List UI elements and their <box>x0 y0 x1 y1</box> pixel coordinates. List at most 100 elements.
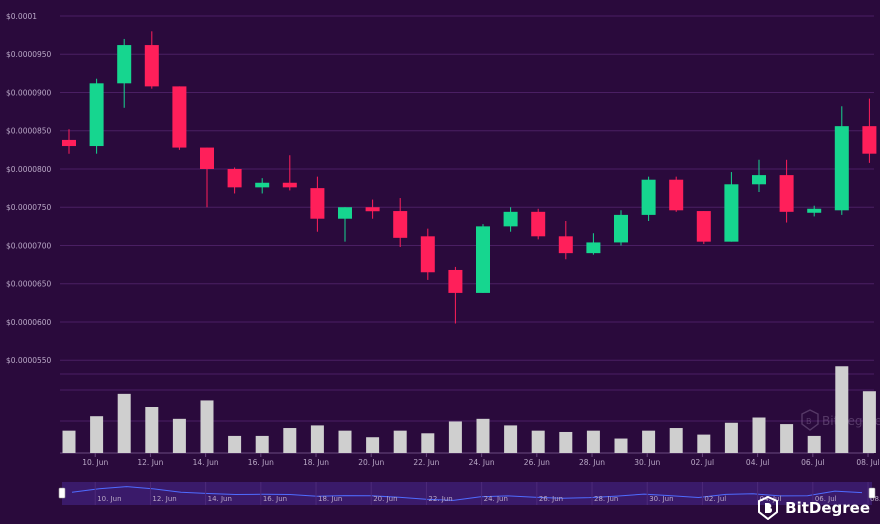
bitdegree-logo-icon <box>758 496 779 520</box>
candle[interactable] <box>558 221 573 260</box>
volume-bar <box>200 400 214 453</box>
navigator-left-handle[interactable] <box>58 487 66 499</box>
candle[interactable] <box>724 172 739 242</box>
volume-bar <box>807 435 821 453</box>
x-tick-label: 26. Jun <box>524 458 550 467</box>
volume-bar <box>117 393 131 453</box>
navigator-tick-label: 24. Jun <box>484 495 508 503</box>
y-tick-label: $0.0001 <box>6 12 37 21</box>
volume-bar <box>586 430 600 453</box>
candle-body <box>724 184 739 242</box>
x-tick-label: 20. Jun <box>358 458 384 467</box>
y-tick-label: $0.0000750 <box>6 203 52 212</box>
candle[interactable] <box>365 199 380 219</box>
candle-body <box>752 175 766 185</box>
candle[interactable] <box>807 205 822 217</box>
brand-text: BitDegree <box>785 499 870 517</box>
candle[interactable] <box>503 207 518 232</box>
candle-body <box>531 211 546 237</box>
candle-body <box>420 236 435 273</box>
watermark-logo-icon: B <box>801 409 819 431</box>
candle[interactable] <box>834 106 849 215</box>
candle[interactable] <box>310 176 325 232</box>
candle[interactable] <box>255 178 270 194</box>
candle-body <box>696 211 711 242</box>
y-axis-labels: $0.0001 $0.0000950 $0.0000900 $0.0000850 $0.… <box>6 12 52 365</box>
candle-body <box>62 139 76 147</box>
volume-bar <box>283 428 297 453</box>
candle[interactable] <box>227 167 242 194</box>
navigator-tick-label: 26. Jun <box>539 495 563 503</box>
navigator-range[interactable] <box>62 482 872 505</box>
candle[interactable] <box>586 233 601 255</box>
brand-logo: BitDegree <box>757 496 870 520</box>
candle-body <box>89 83 104 147</box>
candle[interactable] <box>696 211 711 244</box>
volume-bar <box>835 366 849 453</box>
candle-body <box>834 126 849 211</box>
candle[interactable] <box>200 147 214 208</box>
candle[interactable] <box>641 176 656 222</box>
candle[interactable] <box>862 98 877 163</box>
candle[interactable] <box>117 38 132 108</box>
volume-bar <box>752 417 766 453</box>
candle[interactable] <box>420 228 435 280</box>
candle[interactable] <box>282 155 297 191</box>
navigator-tick-label: 10. Jun <box>97 495 121 503</box>
candle[interactable] <box>62 129 76 154</box>
navigator-tick-label: 30. Jun <box>649 495 673 503</box>
volume-bar <box>476 418 490 453</box>
candle[interactable] <box>393 198 408 248</box>
volume-bar <box>697 434 711 453</box>
candle[interactable] <box>448 266 463 324</box>
candle-body <box>614 214 628 243</box>
volume-bar <box>448 421 462 453</box>
volume-bar <box>421 433 435 453</box>
volume-bar <box>62 430 76 453</box>
y-tick-label: $0.0000850 <box>6 127 52 136</box>
candle-body <box>503 211 518 227</box>
volume-bar <box>642 430 656 453</box>
x-tick-label: 18. Jun <box>303 458 329 467</box>
volume-bar <box>531 430 545 453</box>
navigator-right-handle[interactable] <box>868 487 876 499</box>
x-tick-label: 10. Jun <box>82 458 108 467</box>
candle[interactable] <box>779 159 794 223</box>
volume-bar <box>366 437 380 453</box>
volume-bar <box>614 438 628 453</box>
candle[interactable] <box>144 31 159 89</box>
volume-bar <box>310 425 324 453</box>
y-tick-label: $0.0000800 <box>6 165 52 174</box>
x-axis-labels: 10. Jun 12. Jun 14. Jun 16. Jun 18. Jun 20. J… <box>82 453 880 467</box>
candle-body <box>282 182 297 188</box>
candle[interactable] <box>89 78 104 154</box>
candle-body <box>669 179 684 211</box>
candle[interactable] <box>669 176 684 212</box>
volume-area <box>60 373 874 454</box>
candle-body <box>807 208 822 213</box>
navigator-tick-label: 22. Jun <box>428 495 452 503</box>
x-tick-label: 16. Jun <box>248 458 274 467</box>
y-tick-label: $0.0000650 <box>6 280 52 289</box>
volume-bars <box>62 366 876 453</box>
navigator-tick-label: 06. Jul <box>815 495 837 503</box>
candle[interactable] <box>531 208 546 240</box>
candle[interactable] <box>476 224 490 293</box>
navigator-tick-label: 28. Jun <box>594 495 618 503</box>
y-tick-label: $0.0000900 <box>6 88 52 97</box>
candle-body <box>586 242 601 254</box>
y-tick-label: $0.0000600 <box>6 318 52 327</box>
navigator-tick-label: 12. Jun <box>152 495 176 503</box>
candle[interactable] <box>752 159 766 192</box>
candle-body <box>310 188 325 219</box>
navigator[interactable]: 10. Jun 12. Jun 14. Jun 16. Jun 18. Jun 20. J… <box>58 482 880 505</box>
candle-body <box>862 126 877 154</box>
volume-bar <box>504 425 518 453</box>
candle-body <box>338 207 352 219</box>
candle[interactable] <box>614 210 628 246</box>
navigator-tick-label: 14. Jun <box>208 495 232 503</box>
candle[interactable] <box>338 207 352 242</box>
candle-body <box>144 45 159 87</box>
x-tick-label: 02. Jul <box>691 458 714 467</box>
candle[interactable] <box>172 86 187 150</box>
